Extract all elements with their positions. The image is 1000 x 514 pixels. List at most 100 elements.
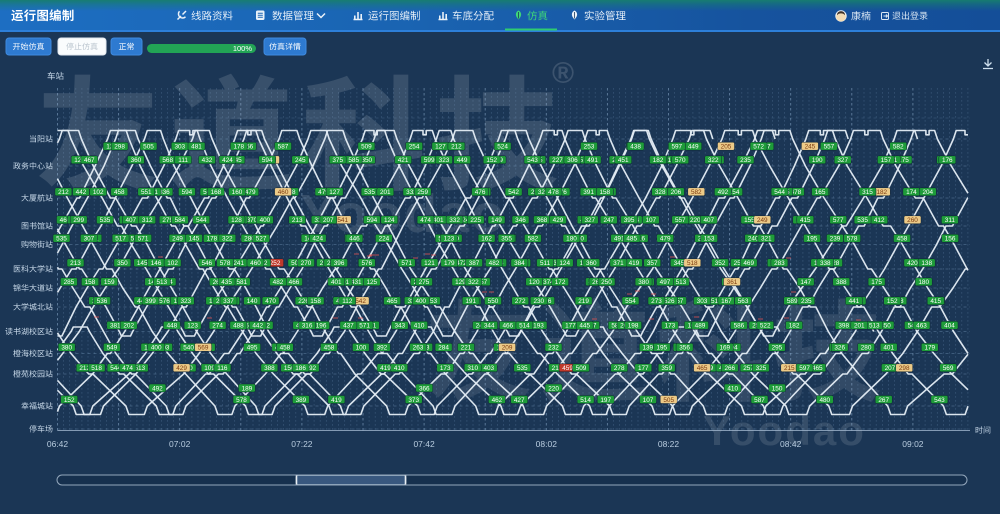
svg-text:399: 399 [145, 298, 156, 305]
svg-text:479: 479 [318, 189, 329, 196]
svg-text:253: 253 [584, 144, 595, 151]
svg-text:371: 371 [613, 260, 624, 267]
svg-text:400: 400 [415, 298, 426, 305]
svg-text:476: 476 [475, 189, 486, 196]
svg-text:195: 195 [807, 236, 818, 243]
svg-text:193: 193 [533, 323, 544, 330]
svg-text:352: 352 [715, 260, 726, 267]
svg-text:599: 599 [424, 157, 435, 164]
svg-text:259: 259 [417, 189, 428, 196]
svg-text:481: 481 [191, 144, 202, 151]
svg-text:239: 239 [830, 236, 841, 243]
svg-text:179: 179 [444, 260, 455, 267]
svg-text:180: 180 [566, 236, 577, 243]
svg-text:535: 535 [100, 217, 111, 224]
svg-text:209: 209 [502, 345, 513, 352]
svg-text:535: 535 [56, 236, 67, 243]
svg-text:594: 594 [367, 217, 378, 224]
svg-text:535: 535 [364, 189, 375, 196]
svg-text:158: 158 [310, 298, 321, 305]
svg-text:195: 195 [656, 345, 667, 352]
svg-text:373: 373 [408, 397, 419, 404]
svg-text:389: 389 [296, 397, 307, 404]
svg-text:197: 197 [600, 397, 611, 404]
svg-text:578: 578 [236, 397, 247, 404]
svg-text:323: 323 [180, 298, 191, 305]
svg-text:403: 403 [483, 365, 494, 372]
svg-text:350: 350 [880, 323, 891, 330]
svg-text:127: 127 [329, 189, 340, 196]
svg-text:463: 463 [916, 323, 927, 330]
svg-text:568: 568 [162, 157, 173, 164]
svg-text:275: 275 [419, 279, 430, 286]
svg-text:215: 215 [784, 365, 795, 372]
svg-text:419: 419 [331, 397, 342, 404]
svg-text:116: 116 [217, 365, 228, 372]
svg-text:111: 111 [178, 157, 188, 164]
svg-text:488: 488 [233, 323, 244, 330]
svg-text:427: 427 [514, 397, 525, 404]
svg-text:458: 458 [897, 236, 908, 243]
svg-text:514: 514 [580, 397, 591, 404]
svg-text:526: 526 [664, 298, 675, 305]
svg-text:438: 438 [630, 144, 641, 151]
svg-text:586: 586 [734, 323, 745, 330]
svg-text:431: 431 [351, 279, 362, 286]
svg-text:316: 316 [302, 323, 313, 330]
svg-text:274: 274 [212, 323, 223, 330]
svg-text:245: 245 [805, 144, 816, 151]
svg-text:381: 381 [110, 323, 121, 330]
svg-text:08:42: 08:42 [780, 439, 802, 449]
svg-text:147: 147 [800, 279, 811, 286]
svg-text:322: 322 [222, 236, 233, 243]
svg-text:178: 178 [233, 144, 244, 151]
svg-text:202: 202 [123, 323, 134, 330]
svg-text:398: 398 [838, 323, 849, 330]
svg-text:572: 572 [753, 144, 764, 151]
svg-text:179: 179 [924, 345, 935, 352]
svg-text:172: 172 [555, 279, 566, 286]
svg-text:543: 543 [934, 397, 945, 404]
svg-text:280: 280 [244, 236, 255, 243]
svg-text:518: 518 [91, 365, 102, 372]
svg-text:460: 460 [250, 260, 261, 267]
svg-text:157: 157 [881, 157, 892, 164]
svg-text:307: 307 [84, 236, 95, 243]
svg-text:368: 368 [537, 217, 548, 224]
svg-text:597: 597 [799, 365, 810, 372]
svg-text:428: 428 [829, 260, 840, 267]
svg-text:536: 536 [97, 298, 108, 305]
svg-text:272: 272 [515, 298, 526, 305]
svg-text:146: 146 [151, 260, 162, 267]
svg-text:312: 312 [142, 217, 153, 224]
svg-text:478: 478 [548, 189, 559, 196]
svg-text:204: 204 [922, 189, 933, 196]
svg-text:401: 401 [331, 279, 342, 286]
svg-text:356: 356 [679, 345, 690, 352]
svg-text:125: 125 [366, 279, 377, 286]
svg-text:267: 267 [878, 397, 889, 404]
svg-text:167: 167 [721, 298, 732, 305]
svg-text:124: 124 [559, 260, 570, 267]
svg-text:501: 501 [291, 260, 302, 267]
svg-text:380: 380 [61, 345, 72, 352]
svg-text:269: 269 [592, 279, 603, 286]
svg-text:511: 511 [540, 260, 551, 267]
svg-text:449: 449 [457, 157, 468, 164]
svg-text:442: 442 [252, 323, 263, 330]
svg-text:206: 206 [671, 189, 682, 196]
svg-text:139: 139 [642, 345, 653, 352]
svg-text:535: 535 [857, 217, 868, 224]
svg-text:07:22: 07:22 [291, 439, 313, 449]
svg-text:360: 360 [586, 260, 597, 267]
svg-text:321: 321 [761, 236, 772, 243]
svg-text:497: 497 [660, 279, 671, 286]
svg-text:542: 542 [355, 298, 366, 305]
svg-text:557: 557 [824, 144, 835, 151]
svg-text:571: 571 [359, 323, 370, 330]
svg-text:466: 466 [502, 323, 513, 330]
svg-text:589: 589 [787, 298, 798, 305]
svg-text:168: 168 [211, 189, 222, 196]
svg-text:153: 153 [426, 298, 437, 305]
svg-text:366: 366 [419, 385, 430, 392]
